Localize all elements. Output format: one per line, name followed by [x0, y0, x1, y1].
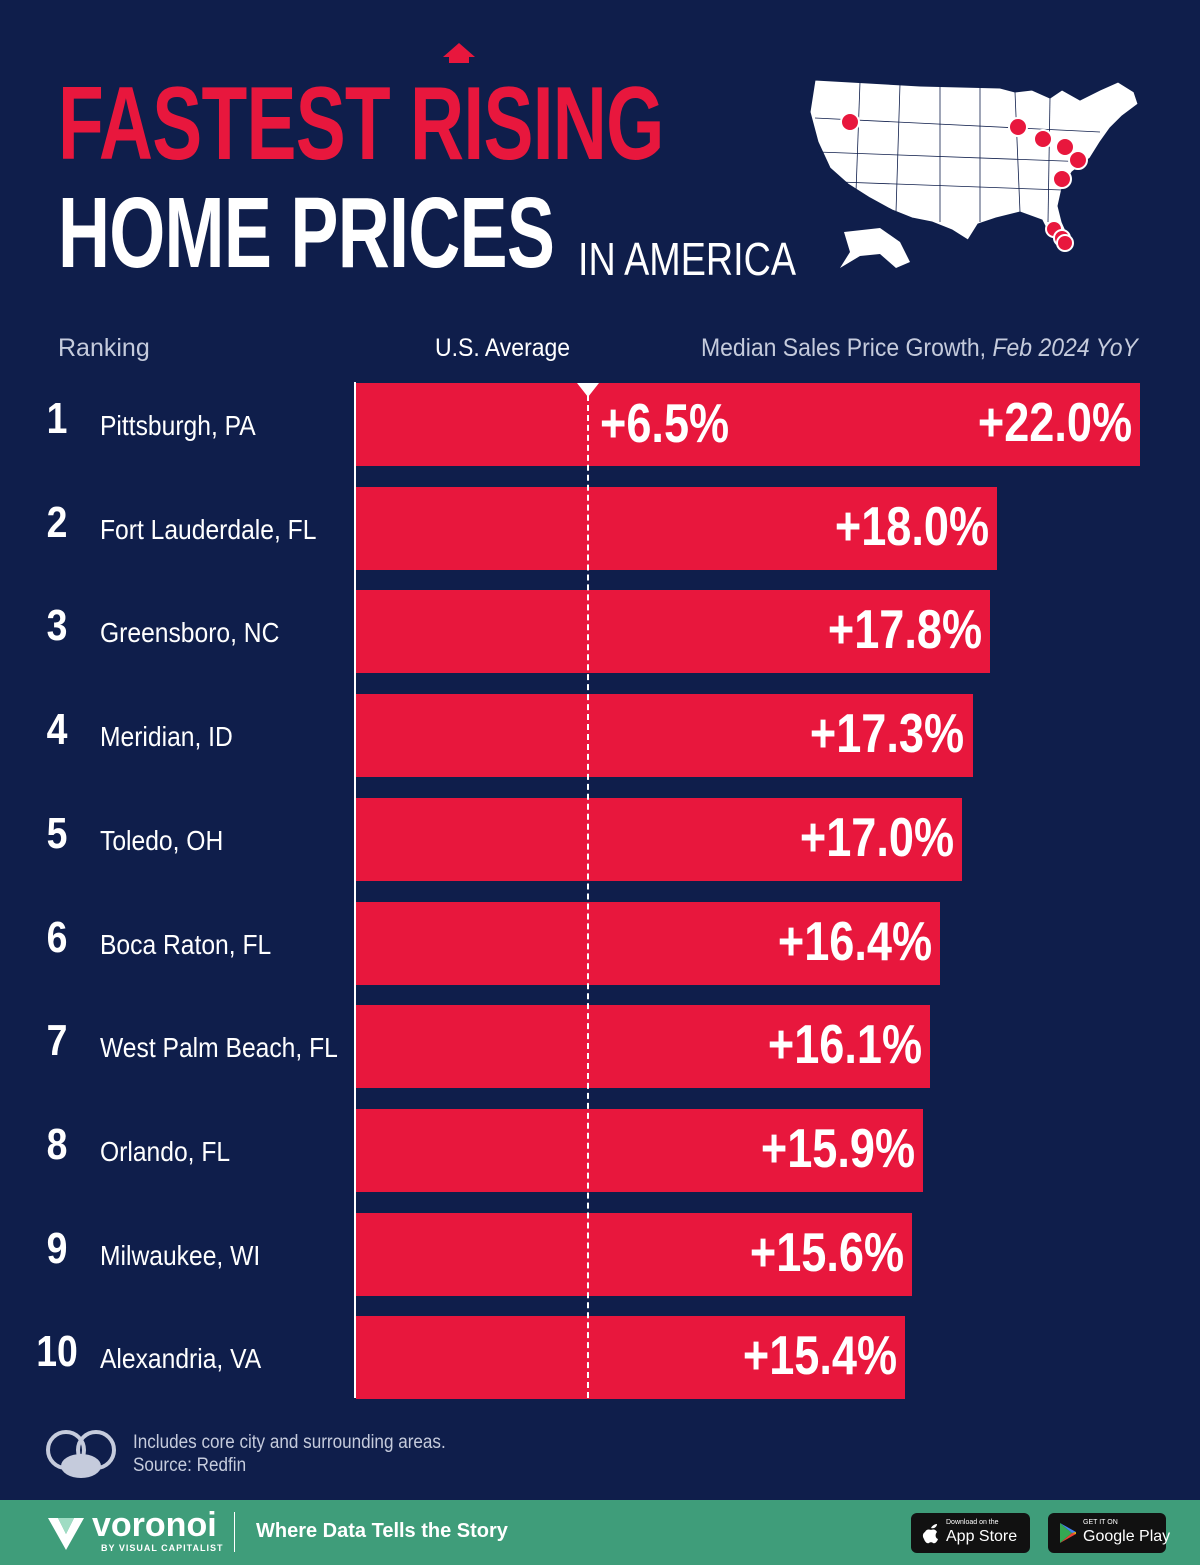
footnote-source: Source: Redfin	[133, 1454, 247, 1476]
apple-icon	[922, 1524, 938, 1544]
visual-capitalist-logo-icon	[46, 1430, 116, 1478]
bar-value-label: +15.4%	[742, 1324, 897, 1387]
bar-value-label: +17.8%	[828, 598, 983, 661]
rank-number: 9	[46, 1223, 68, 1273]
bar-value-label: +15.9%	[760, 1116, 915, 1179]
metric-header: Median Sales Price Growth, Feb 2024 YoY	[701, 336, 1138, 361]
bar-value-label: +17.0%	[799, 805, 954, 868]
city-label: Meridian, ID	[100, 721, 233, 753]
rank-number: 10	[36, 1327, 78, 1377]
rank-number: 6	[46, 912, 68, 962]
bar: +15.9%	[356, 1108, 923, 1192]
footnote-note: Includes core city and surrounding areas…	[133, 1432, 446, 1453]
bar-value-label: +17.3%	[810, 702, 965, 765]
metric-label: Median Sales Price Growth,	[701, 334, 987, 362]
rank-number: 2	[46, 497, 68, 547]
city-label: Toledo, OH	[100, 824, 224, 856]
us-average-line	[586, 395, 589, 1398]
bar: +16.4%	[356, 901, 941, 985]
city-label: West Palm Beach, FL	[100, 1032, 338, 1064]
chart-axis-line	[354, 382, 356, 1398]
footer-divider	[234, 1512, 235, 1552]
rank-number: 5	[46, 808, 68, 858]
tagline: Where Data Tells the Story	[256, 1520, 508, 1542]
google-play-label: Google Play	[1083, 1528, 1171, 1545]
bar-value-label: +16.1%	[767, 1013, 922, 1076]
google-play-small-text: GET IT ON	[1083, 1519, 1118, 1526]
app-store-label: App Store	[946, 1528, 1018, 1545]
rank-number: 7	[46, 1016, 68, 1066]
bar: +17.8%	[356, 590, 991, 674]
bar-value-label: +22.0%	[977, 391, 1132, 453]
bar-value-label: +15.6%	[749, 1220, 904, 1283]
us-average-value: +6.5%	[599, 392, 729, 454]
bar: +16.1%	[356, 1005, 930, 1089]
metric-period: Feb 2024 YoY	[992, 334, 1138, 362]
city-label: Milwaukee, WI	[100, 1239, 261, 1271]
rank-number: 8	[46, 1119, 68, 1169]
brand-subtitle: BY VISUAL CAPITALIST	[101, 1543, 224, 1553]
google-play-button[interactable]: GET IT ON Google Play	[1048, 1513, 1170, 1553]
ranking-header: Ranking	[58, 334, 150, 362]
rank-number: 1	[46, 394, 68, 443]
bar: +17.0%	[356, 797, 962, 881]
city-label: Orlando, FL	[100, 1135, 231, 1167]
bar-value-label: +16.4%	[778, 909, 933, 972]
bar: +15.4%	[356, 1316, 905, 1400]
voronoi-logo-icon	[48, 1518, 84, 1550]
bar: +17.3%	[356, 694, 973, 778]
title-line-1: FASTEST RISING	[58, 66, 664, 182]
us-map-icon	[809, 79, 1139, 268]
app-store-button[interactable]: Download on the App Store	[911, 1513, 1030, 1553]
house-roof-icon	[443, 43, 475, 63]
us-average-marker-icon	[576, 383, 599, 397]
city-label: Boca Raton, FL	[100, 928, 272, 960]
footnote: Includes core city and surrounding areas…	[133, 1432, 446, 1478]
app-store-small-text: Download on the	[946, 1519, 999, 1526]
city-label: Fort Lauderdale, FL	[100, 513, 317, 545]
bar: +15.6%	[356, 1212, 912, 1296]
city-label: Alexandria, VA	[100, 1343, 262, 1375]
us-average-header: U.S. Average	[435, 334, 571, 362]
city-label: Greensboro, NC	[100, 617, 280, 649]
city-label: Pittsburgh, PA	[100, 410, 256, 441]
google-play-icon	[1060, 1523, 1076, 1543]
bar: +22.0%	[356, 383, 1140, 466]
bar-value-label: +18.0%	[835, 494, 990, 557]
bar: +18.0%	[356, 486, 998, 570]
title-line-2: HOME PRICES	[58, 177, 555, 289]
title-suffix: IN AMERICA	[578, 233, 796, 285]
footer-bar: voronoi BY VISUAL CAPITALIST Where Data …	[0, 1500, 1200, 1565]
brand-name: voronoi	[92, 1506, 217, 1544]
rank-number: 4	[46, 705, 68, 755]
rank-number: 3	[46, 601, 68, 651]
